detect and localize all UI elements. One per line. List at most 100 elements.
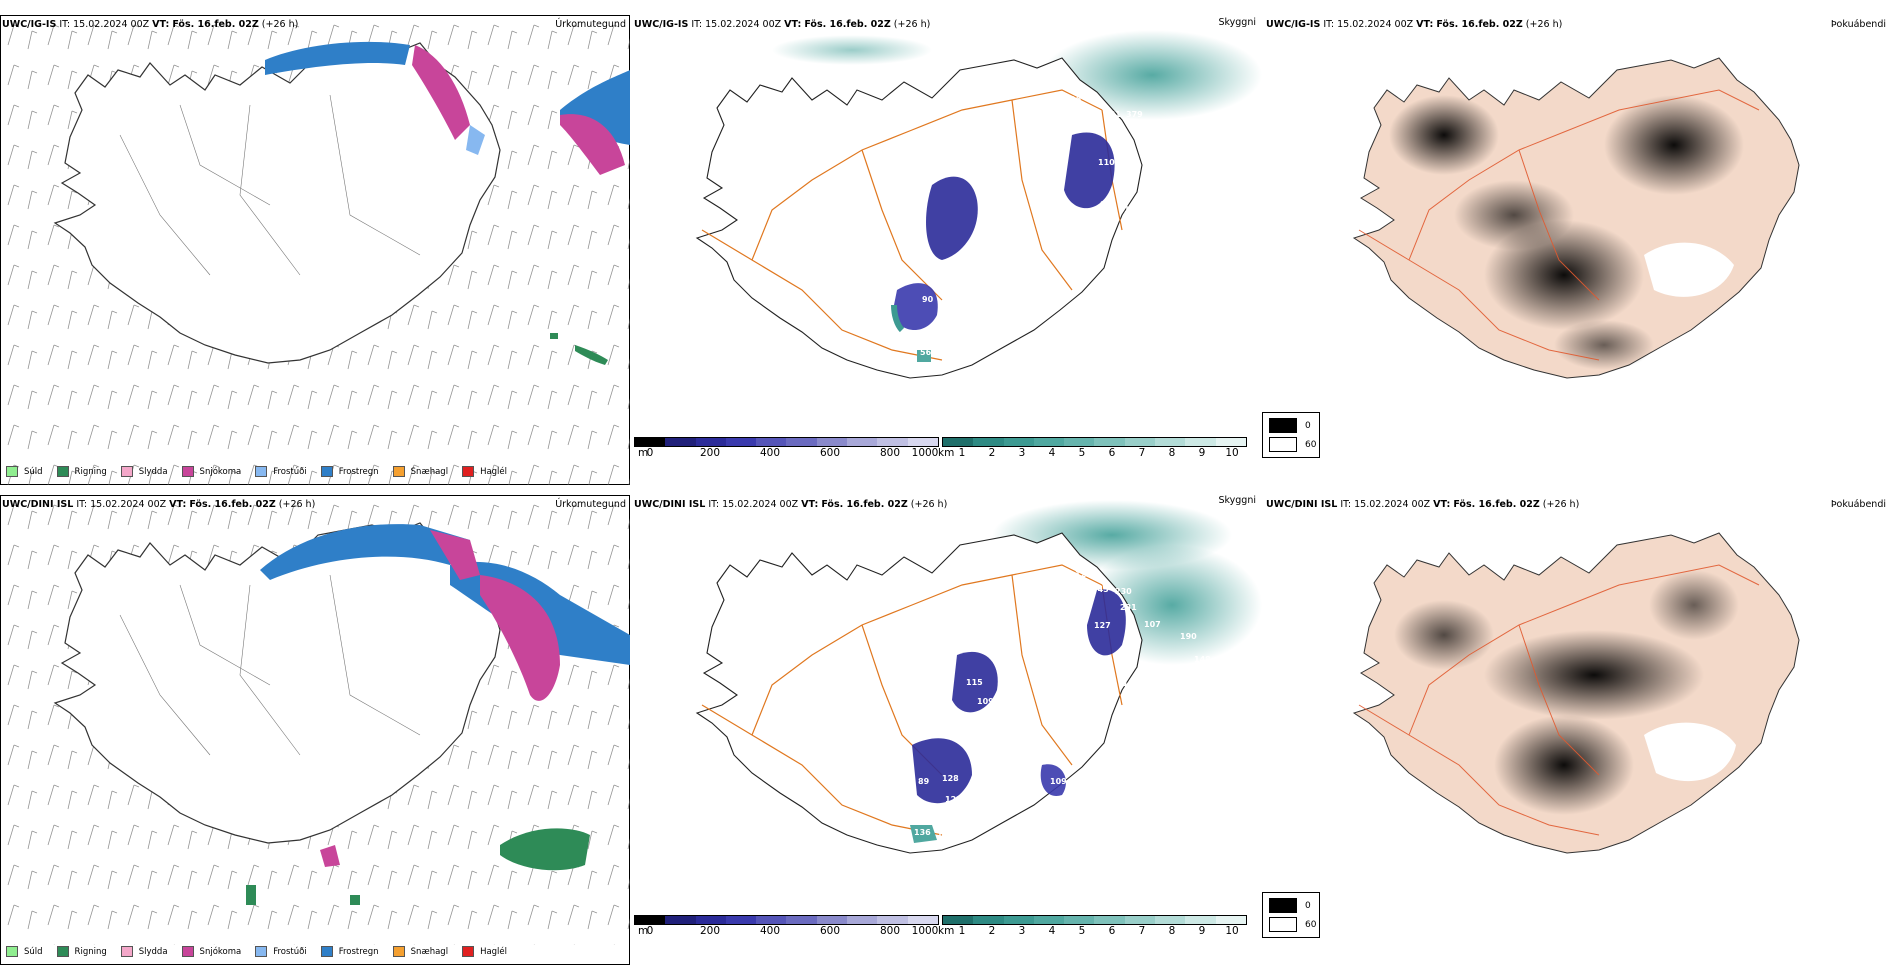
ceiling-tick: 0 — [646, 925, 654, 937]
legend-swatch — [56, 466, 69, 477]
legend-item-slydda: Slydda — [120, 946, 168, 957]
legend-swatch — [392, 946, 405, 957]
visibility-tick: 8 — [1168, 447, 1176, 459]
visibility-tick: 10 — [1225, 925, 1239, 937]
ceiling-label: 190 — [1180, 632, 1197, 641]
legend-label: Slydda — [138, 466, 168, 477]
legend-label: Snæhagl — [410, 466, 449, 477]
fog-swatch — [1269, 917, 1297, 932]
ceiling-tick: 600 — [819, 925, 841, 937]
precip-map-row1 — [0, 15, 630, 485]
legend-item-sudl: Súld — [6, 466, 43, 477]
legend-label: Snjókoma — [199, 946, 242, 957]
fog-legend-label: 0 — [1305, 900, 1311, 911]
precip-panel-row1: UWC/IG-IS IT: 15.02.2024 00Z VT: Fös. 16… — [0, 15, 630, 485]
ceiling-label: 109 — [1050, 777, 1067, 786]
legend-swatch — [320, 466, 333, 477]
legend-label: Súld — [24, 466, 43, 477]
visibility-tick: 7 — [1138, 447, 1146, 459]
visibility-title-row2: Skyggni — [1218, 495, 1256, 506]
legend-swatch — [6, 946, 18, 957]
legend-label: Haglél — [480, 466, 508, 477]
ceiling-label: 96 — [1070, 95, 1082, 104]
ceiling-tick: 200 — [699, 925, 721, 937]
legend-item-slydda: Slydda — [120, 466, 168, 477]
visibility-ramp — [942, 437, 1247, 447]
ceiling-label: 745 — [1092, 585, 1109, 594]
ceiling-label: 128 — [942, 774, 959, 783]
legend-item-snaehagl: Snæhagl — [392, 466, 449, 477]
visibility-title-row1: Skyggni — [1218, 17, 1256, 28]
ceiling-label: 121 — [1075, 570, 1092, 579]
visibility-tick: 9 — [1198, 447, 1206, 459]
ceiling-label: 89 — [918, 777, 930, 786]
visibility-tick: 5 — [1078, 925, 1086, 937]
ceiling-label: 109 — [977, 697, 994, 706]
ceiling-label: 90 — [922, 295, 934, 304]
visibility-tick: 1 — [958, 925, 966, 937]
ceiling-unit: m — [638, 925, 649, 937]
ceiling-label: 110 — [1098, 158, 1115, 167]
ceiling-unit: m — [638, 447, 649, 459]
visibility-header-row2: UWC/DINI ISL IT: 15.02.2024 00Z VT: Fös.… — [634, 499, 948, 510]
fog-header-row2: UWC/DINI ISL IT: 15.02.2024 00Z VT: Fös.… — [1266, 499, 1580, 510]
legend-label: Súld — [24, 946, 43, 957]
legend-item-snjokoma: Snjókoma — [181, 466, 241, 477]
legend-item-frostregn: Frostregn — [320, 466, 379, 477]
fog-legend-label: 60 — [1305, 439, 1317, 450]
visibility-tick: 6 — [1108, 447, 1116, 459]
legend-label: Frostúði — [273, 946, 307, 957]
visibility-tick: 1 — [958, 447, 966, 459]
ceiling-label: 115 — [966, 678, 983, 687]
legend-swatch — [6, 466, 18, 477]
legend-item-snjokoma: Snjókoma — [181, 946, 242, 957]
precip-panel-row2: UWC/DINI ISL IT: 15.02.2024 00Z VT: Fös.… — [0, 495, 630, 965]
legend-label: Rigning — [74, 946, 107, 957]
ceiling-label: 127 — [1094, 621, 1111, 630]
ceiling-label: 124 — [1124, 205, 1141, 214]
ceiling-tick: 400 — [759, 447, 781, 459]
fog-title-row1: Þokuábendi — [1830, 19, 1886, 30]
visibility-colorbar-row1: km 1 2 3 4 5 6 7 8 9 10 — [938, 437, 1247, 459]
ceiling-ramp — [634, 915, 939, 925]
legend-swatch — [255, 466, 268, 477]
precip-legend-row2: Súld Rigning Slydda Snjókoma Frostúði Fr… — [6, 946, 521, 957]
precip-map-row2 — [0, 495, 630, 945]
fog-header-row1: UWC/IG-IS IT: 15.02.2024 00Z VT: Fös. 16… — [1266, 19, 1563, 30]
legend-swatch — [462, 466, 475, 477]
ceiling-label: 98 — [1100, 200, 1112, 209]
visibility-tick: 3 — [1018, 925, 1026, 937]
ceiling-tick: 800 — [879, 925, 901, 937]
ceiling-tick: 1000 — [911, 925, 939, 937]
ceiling-label: 107 — [1144, 138, 1161, 147]
visibility-map-row1 — [696, 30, 1262, 379]
visibility-ramp — [942, 915, 1247, 925]
legend-item-sudl: Súld — [6, 946, 43, 957]
legend-label: Haglél — [480, 946, 508, 957]
ceiling-label: 47 — [1087, 95, 1099, 104]
fog-swatch — [1269, 898, 1297, 913]
ceiling-label: 231 — [1120, 603, 1137, 612]
fog-map-row1 — [1353, 57, 1800, 379]
ceiling-label: 258 — [1187, 675, 1204, 684]
ceiling-label: 379 — [1126, 110, 1143, 119]
legend-swatch — [120, 466, 133, 477]
fog-panel-row2: UWC/DINI ISL IT: 15.02.2024 00Z VT: Fös.… — [1264, 495, 1894, 950]
legend-swatch — [120, 946, 133, 957]
precip-title-row1: Úrkomutegund — [555, 19, 626, 30]
visibility-tick: 4 — [1048, 447, 1056, 459]
ceiling-label: 107 — [1144, 620, 1161, 629]
ceiling-label: 148 — [1194, 655, 1211, 664]
legend-swatch — [181, 466, 194, 477]
ceiling-label: 101 — [976, 220, 993, 229]
visibility-tick: 10 — [1225, 447, 1239, 459]
precip-legend-row1: Súld Rigning Slydda Snjókoma Frostúði Fr… — [6, 466, 521, 477]
legend-swatch — [320, 946, 333, 957]
legend-swatch — [392, 466, 405, 477]
ceiling-label: 61 — [1072, 110, 1084, 119]
ceiling-label: 158 — [952, 815, 969, 824]
legend-item-haglel: Haglél — [462, 466, 507, 477]
legend-item-rigning: Rigning — [56, 466, 107, 477]
visibility-tick: 7 — [1138, 925, 1146, 937]
legend-label: Rigning — [74, 466, 107, 477]
